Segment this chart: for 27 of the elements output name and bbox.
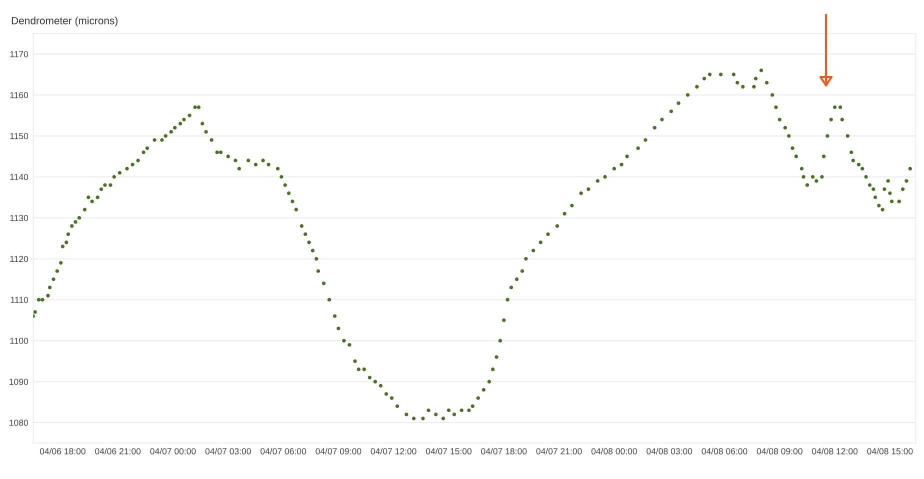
y-tick-label: 1120 <box>10 256 28 262</box>
x-tick-label: 04/07 06:00 <box>260 448 306 454</box>
x-tick-label: 04/07 12:00 <box>370 448 416 454</box>
x-tick-label: 04/08 09:00 <box>756 448 802 454</box>
y-tick-label: 1100 <box>10 338 28 344</box>
y-tick-label: 1090 <box>10 378 28 385</box>
x-tick-label: 04/07 18:00 <box>481 448 527 454</box>
x-tick-label: 04/07 00:00 <box>150 448 196 454</box>
x-tick-label: 04/08 03:00 <box>646 448 692 454</box>
y-tick-label: 1080 <box>10 420 28 426</box>
x-tick-label: 04/08 06:00 <box>702 448 748 454</box>
chart-title: Dendrometer (microns) <box>12 16 118 26</box>
y-tick-label: 1110 <box>10 296 28 303</box>
y-tick-label: 1130 <box>10 214 28 222</box>
x-tick-label: 04/07 03:00 <box>205 448 251 454</box>
x-tick-label: 04/08 12:00 <box>812 448 858 454</box>
y-tick-label: 1170 <box>10 51 28 58</box>
x-tick-label: 04/08 00:00 <box>591 448 637 454</box>
y-tick-label: 1140 <box>10 174 28 180</box>
x-tick-label: 04/07 09:00 <box>316 448 362 454</box>
y-tick-label: 1160 <box>10 92 28 98</box>
y-tick-label: 1150 <box>10 132 28 140</box>
x-tick-label: 04/07 21:00 <box>536 448 582 454</box>
x-tick-label: 04/08 15:00 <box>867 448 913 454</box>
x-tick-label: 04/06 18:00 <box>40 448 86 454</box>
x-tick-label: 04/06 21:00 <box>95 448 141 454</box>
x-tick-label: 04/07 15:00 <box>426 448 472 454</box>
